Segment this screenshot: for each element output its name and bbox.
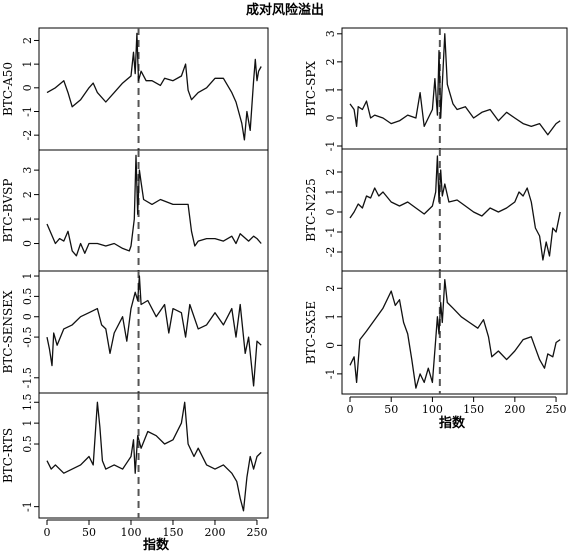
x-tick-label: 0 [347,403,354,416]
panel-frame [341,148,568,272]
series-line [349,155,561,261]
y-tick-label: 0.5 [21,288,34,306]
y-tick-label: 0 [324,342,337,349]
panel-btc-sx5e: -1 0 1 2 BTC-SX5E 0 50 100 150 200 250 [304,270,568,416]
panel-btc-sensex: -1.5 -0.5 0 0.5 1 BTC-SENSEX [1,270,269,394]
x-tick-label: 150 [463,403,484,416]
panels: -2-1012BTC-A500123BTC-BVSP-1.5-0.500.51B… [1,27,568,539]
y-tick-label: 3 [324,30,337,37]
panel-frame [341,27,568,150]
y-axis-label: BTC-SPX [304,61,318,116]
y-tick-label: 0.5 [21,435,34,453]
y-tick-label: 2 [324,285,337,292]
y-tick-label: 1 [21,273,34,280]
panel-btc-n225: -2 -1 0 1 2 BTC-N225 [304,148,568,272]
y-tick-label: 1 [21,216,34,223]
x-tick-label: 50 [384,403,398,416]
y-tick-label: 0 [21,84,34,91]
y-axis-label: BTC-BVSP [1,179,15,243]
y-axis-label: BTC-A50 [1,62,15,116]
y-axis-label: BTC-N225 [304,178,318,241]
x-tick-label: 50 [82,526,96,539]
panel-btc-rts: -1 0.5 1 1.5 BTC-RTS 0 50 100 150 200 250 [1,392,269,539]
y-tick-label: -0.5 [21,326,34,347]
y-tick-label: 1.5 [21,394,34,412]
y-tick-label: 0 [324,209,337,216]
panel-frame [38,27,269,151]
x-tick-label: 200 [204,526,225,539]
panel-frame [38,270,269,394]
y-tick-label: 0 [324,114,337,121]
panel-frame [38,392,269,519]
y-tick-label: -1.5 [21,367,34,388]
y-tick-label: 2 [324,169,337,176]
series-line [349,33,561,136]
x-tick-label: 150 [162,526,183,539]
y-tick-label: 0 [21,313,34,320]
y-tick-label: 2 [324,58,337,65]
y-tick-label: -1 [324,141,337,152]
y-tick-label: -1 [21,501,34,512]
y-axis-label: BTC-SX5E [304,301,318,364]
y-axis-label: BTC-RTS [1,428,15,483]
series-line [46,32,262,141]
panel-frame [341,270,568,395]
x-axis-label-left: 指数 [143,537,170,553]
panel-btc-a50: -2 -1 0 1 2 BTC-A50 [1,27,269,151]
y-axis-label: BTC-SENSEX [1,290,15,374]
y-tick-label: 1 [324,313,337,320]
figure-title: 成对风险溢出 [246,2,324,18]
y-tick-label: 2 [21,191,34,198]
y-tick-label: -2 [324,247,337,258]
x-tick-label: 100 [120,526,141,539]
y-tick-label: 0 [21,240,34,247]
y-tick-label: -2 [21,130,34,141]
x-tick-label: 100 [422,403,443,416]
panel-btc-bvsp: 0 1 2 3 BTC-BVSP [1,149,269,272]
x-tick-label: 200 [504,403,525,416]
series-line [46,154,262,257]
y-tick-label: 1 [324,189,337,196]
x-tick-label: 250 [546,403,567,416]
y-tick-label: 1 [21,61,34,68]
series-line [349,279,561,389]
y-tick-label: 3 [21,167,34,174]
y-tick-label: -1 [21,106,34,117]
y-tick-label: 1 [324,86,337,93]
panel-btc-spx: -1 0 1 2 3 BTC-SPX [304,27,568,152]
y-tick-label: -1 [324,227,337,238]
x-tick-label: 250 [246,526,267,539]
y-tick-label: 2 [21,37,34,44]
x-tick-label: 0 [44,526,51,539]
series-line [46,275,262,387]
series-line [46,401,262,512]
y-tick-label: -1 [324,369,337,380]
x-axis-label-right: 指数 [439,415,466,431]
y-tick-label: 1 [21,420,34,427]
